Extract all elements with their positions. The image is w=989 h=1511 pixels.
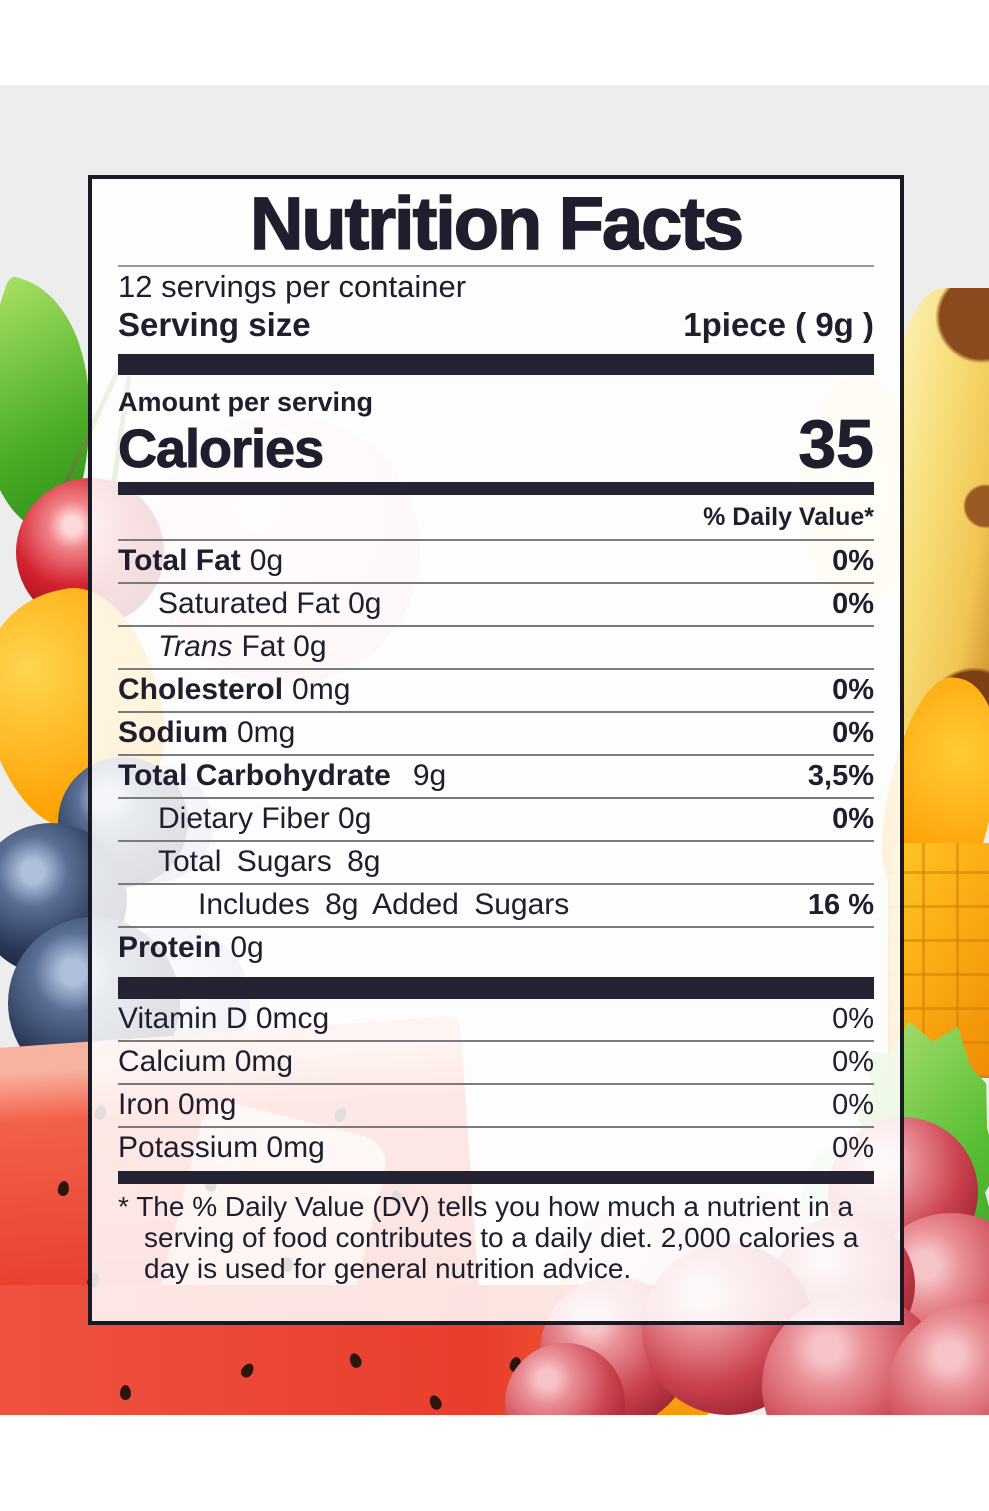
nutrient-name-bold: Protein xyxy=(118,931,222,964)
nutrient-name-bold: Sodium xyxy=(118,716,228,749)
nutrient-amount: Fat 0g xyxy=(241,630,327,663)
nutrient-row-dietary-fiber: Dietary Fiber 0g 0% xyxy=(118,799,874,842)
serving-size-row: Serving size 1piece ( 9g ) xyxy=(118,305,874,345)
nutrient-dv: 0% xyxy=(832,1046,874,1078)
nutrient-name: Total Carbohydrate 9g xyxy=(118,761,446,791)
label-title: Nutrition Facts xyxy=(249,182,745,265)
nutrient-name: Dietary Fiber 0g xyxy=(158,802,372,835)
divider-thin xyxy=(118,265,874,267)
watermelon-seed xyxy=(120,1385,131,1400)
footnote-asterisk: * xyxy=(118,1191,129,1222)
nutrient-row-cholesterol: Cholesterol 0mg 0% xyxy=(118,670,874,713)
nutrient-name: Iron 0mg xyxy=(118,1088,237,1121)
nutrient-name: Vitamin D 0mcg xyxy=(118,1002,330,1035)
nutrient-row-sodium: Sodium 0mg 0% xyxy=(118,713,874,756)
nutrient-name: Cholesterol 0mg xyxy=(118,675,350,705)
servings-per-container: 12 servings per container xyxy=(118,269,467,304)
nutrient-dv: 0% xyxy=(832,1089,874,1121)
calories-value: 35 xyxy=(798,406,875,482)
divider-bar-thick xyxy=(118,354,874,375)
nutrient-name-bold: Cholesterol xyxy=(118,673,284,706)
nutrient-amount: 9g xyxy=(412,759,447,792)
vitamin-row-calcium: Calcium 0mg 0% xyxy=(118,1042,874,1085)
nutrient-row-trans-fat: Trans Fat 0g xyxy=(118,627,874,670)
nutrient-dv: 3,5% xyxy=(807,760,874,792)
nutrient-row-added-sugars: Includes 8g Added Sugars 16 % xyxy=(118,885,874,928)
nutrient-dv: 0% xyxy=(832,545,874,577)
amount-per-serving: Amount per serving xyxy=(118,387,374,417)
vitamin-row-iron: Iron 0mg 0% xyxy=(118,1085,874,1128)
nutrient-row-total-sugars: Total Sugars 8g xyxy=(118,842,874,885)
nutrient-amount: 0g xyxy=(230,931,264,964)
nutrient-amount: 0mg xyxy=(237,716,296,749)
nutrient-name: Saturated Fat 0g xyxy=(158,587,382,620)
nutrient-dv: 0% xyxy=(832,588,874,620)
daily-value-footnote: * The % Daily Value (DV) tells you how m… xyxy=(118,1191,874,1284)
divider-bar-thick xyxy=(118,977,874,999)
footnote-text: The % Daily Value (DV) tells you how muc… xyxy=(136,1191,859,1284)
nutrient-name: Includes 8g Added Sugars xyxy=(198,888,570,921)
divider-bar-medium xyxy=(118,1171,874,1184)
nutrition-facts-label: Nutrition Facts 12 servings per containe… xyxy=(88,175,904,1325)
nutrient-name: Sodium 0mg xyxy=(118,718,295,748)
nutrient-name: Total Sugars 8g xyxy=(158,845,381,878)
nutrient-name: Potassium 0mg xyxy=(118,1131,325,1164)
nutrient-dv: 0% xyxy=(832,674,874,706)
daily-value-header: % Daily Value* xyxy=(118,502,874,541)
nutrient-dv: 0% xyxy=(832,1003,874,1035)
nutrient-name: Trans Fat 0g xyxy=(118,632,327,662)
calories-row: Calories 35 xyxy=(117,406,875,482)
nutrient-name: Calcium 0mg xyxy=(118,1045,294,1078)
nutrient-row-total-fat: Total Fat 0g 0% xyxy=(118,541,874,584)
nutrient-dv: 0% xyxy=(832,717,874,749)
nutrient-row-saturated-fat: Saturated Fat 0g 0% xyxy=(118,584,874,627)
vitamin-row-vitamin-d: Vitamin D 0mcg 0% xyxy=(118,999,874,1042)
nutrient-amount: 0g xyxy=(249,544,284,577)
nutrient-name-italic: Trans xyxy=(158,630,233,663)
vitamin-row-potassium: Potassium 0mg 0% xyxy=(118,1128,874,1169)
nutrient-dv: 0% xyxy=(832,1132,874,1164)
nutrient-name-bold: Total Carbohydrate xyxy=(118,759,391,792)
nutrient-row-total-carbohydrate: Total Carbohydrate 9g 3,5% xyxy=(118,756,874,799)
nutrient-row-protein: Protein 0g xyxy=(118,928,874,969)
nutrient-amount: 0mg xyxy=(292,673,351,706)
calories-label: Calories xyxy=(117,419,324,480)
serving-size-value: 1piece ( 9g ) xyxy=(683,306,874,343)
nutrient-name: Total Fat 0g xyxy=(118,546,283,576)
nutrient-dv: 16 % xyxy=(807,889,874,921)
nutrient-name: Protein 0g xyxy=(118,933,264,963)
nutrient-dv: 0% xyxy=(832,803,874,835)
serving-size-label: Serving size xyxy=(118,306,311,343)
nutrient-name-bold: Total Fat xyxy=(118,544,241,577)
divider-bar-medium xyxy=(118,482,874,495)
